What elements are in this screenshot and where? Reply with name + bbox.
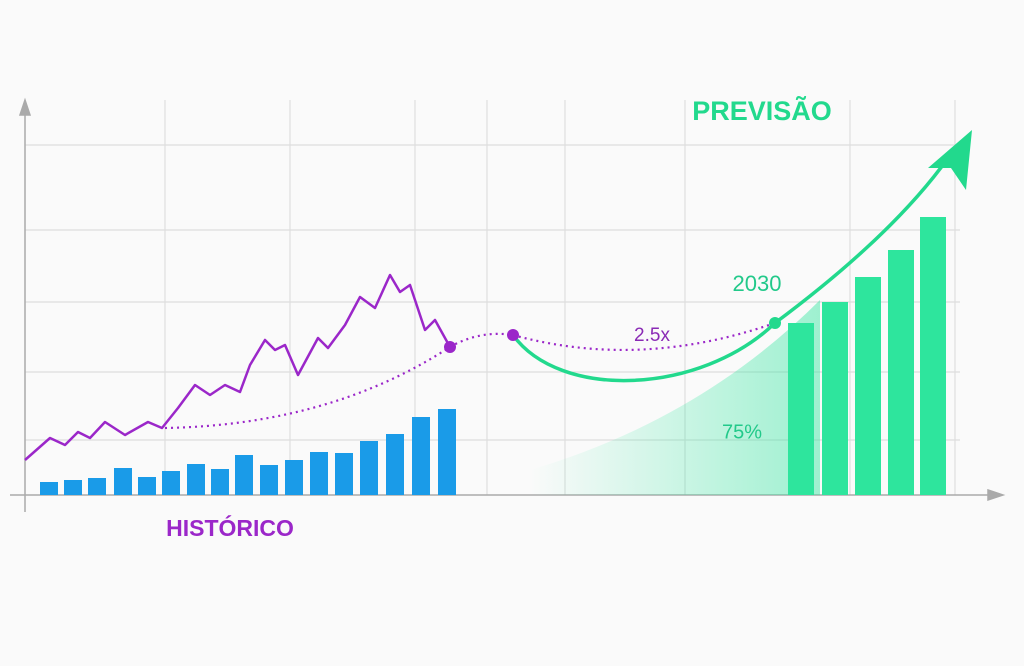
- history-bars: [40, 409, 456, 495]
- share-label: 75%: [722, 421, 762, 443]
- point: [444, 341, 456, 353]
- trend-dotted: [164, 321, 776, 430]
- forecast-line: [511, 147, 957, 383]
- history-label: HISTÓRICO: [166, 514, 294, 541]
- history-line: [24, 273, 452, 461]
- forecast-area: [530, 300, 820, 495]
- arrow-head: [928, 130, 972, 190]
- year-label: 2030: [733, 271, 782, 296]
- multiplier-label: 2.5x: [634, 325, 670, 346]
- point: [769, 317, 781, 329]
- point: [507, 329, 519, 341]
- forecast-label: PREVISÃO: [692, 95, 832, 126]
- forecast-bars: [788, 217, 946, 495]
